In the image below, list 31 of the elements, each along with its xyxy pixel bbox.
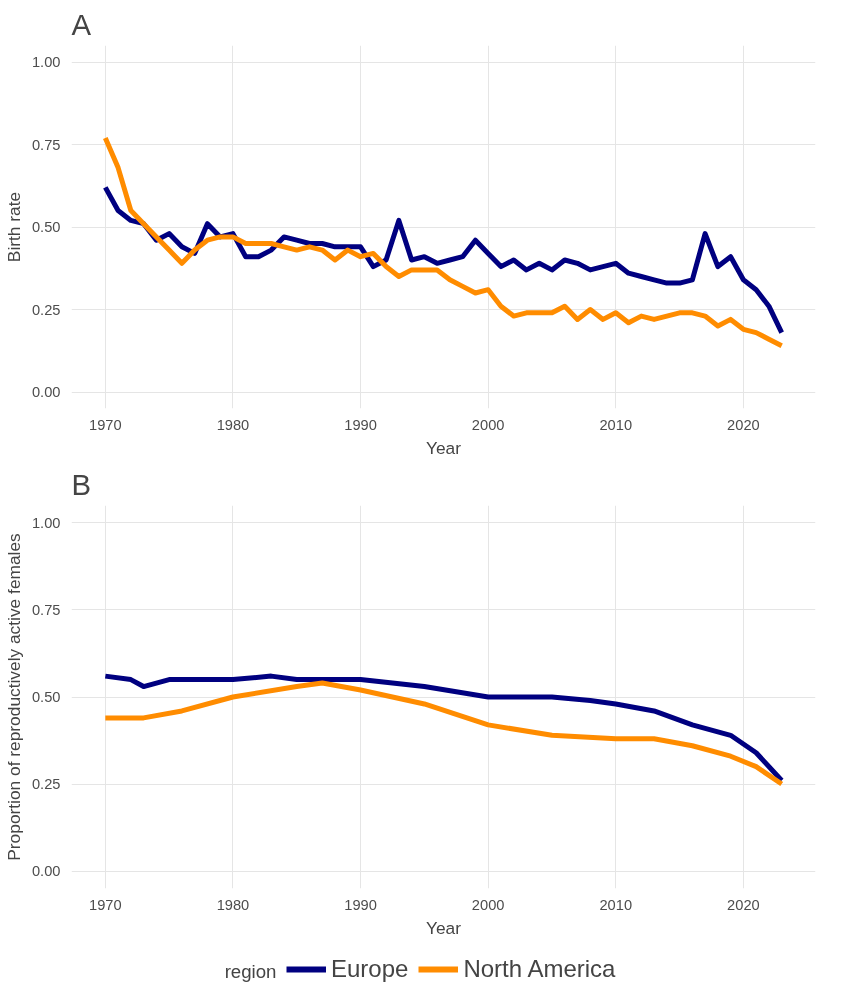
x-axis-title: Year [425, 917, 462, 938]
chart-title: A [71, 7, 92, 41]
legend-label: Europe [331, 955, 409, 983]
x-tick-label: 1990 [344, 896, 377, 913]
x-tick-label: 2010 [599, 896, 633, 913]
x-tick-label: 2000 [471, 416, 505, 433]
x-tick-label: 1970 [89, 416, 122, 433]
x-tick-label: 1970 [89, 896, 122, 913]
x-tick-label: 2010 [599, 416, 633, 433]
y-tick-label: 0.75 [31, 136, 61, 153]
y-tick-label: 0.25 [31, 776, 61, 793]
y-tick-label: 0.25 [31, 301, 61, 318]
y-tick-label: 1.00 [31, 514, 61, 531]
y-axis-title: Proportion of reproductively active females [3, 532, 24, 861]
y-tick-label: 0.50 [31, 689, 61, 705]
x-tick-label: 1980 [216, 416, 250, 433]
legend-label: North America [463, 955, 616, 983]
x-tick-label: 2020 [727, 896, 760, 913]
chart-title: B [71, 467, 92, 501]
y-tick-label: 0.00 [31, 863, 61, 880]
y-tick-label: 1.00 [31, 54, 61, 70]
legend-title: region [224, 960, 277, 982]
y-axis-title: Birth rate [3, 191, 24, 263]
x-tick-label: 1990 [344, 416, 377, 433]
y-tick-label: 0.75 [31, 601, 61, 618]
x-tick-label: 1980 [216, 896, 250, 913]
x-tick-label: 2000 [471, 896, 505, 913]
x-axis-title: Year [425, 437, 462, 458]
y-tick-label: 0.00 [31, 384, 61, 400]
y-tick-label: 0.50 [31, 219, 61, 235]
x-tick-label: 2020 [727, 416, 760, 433]
